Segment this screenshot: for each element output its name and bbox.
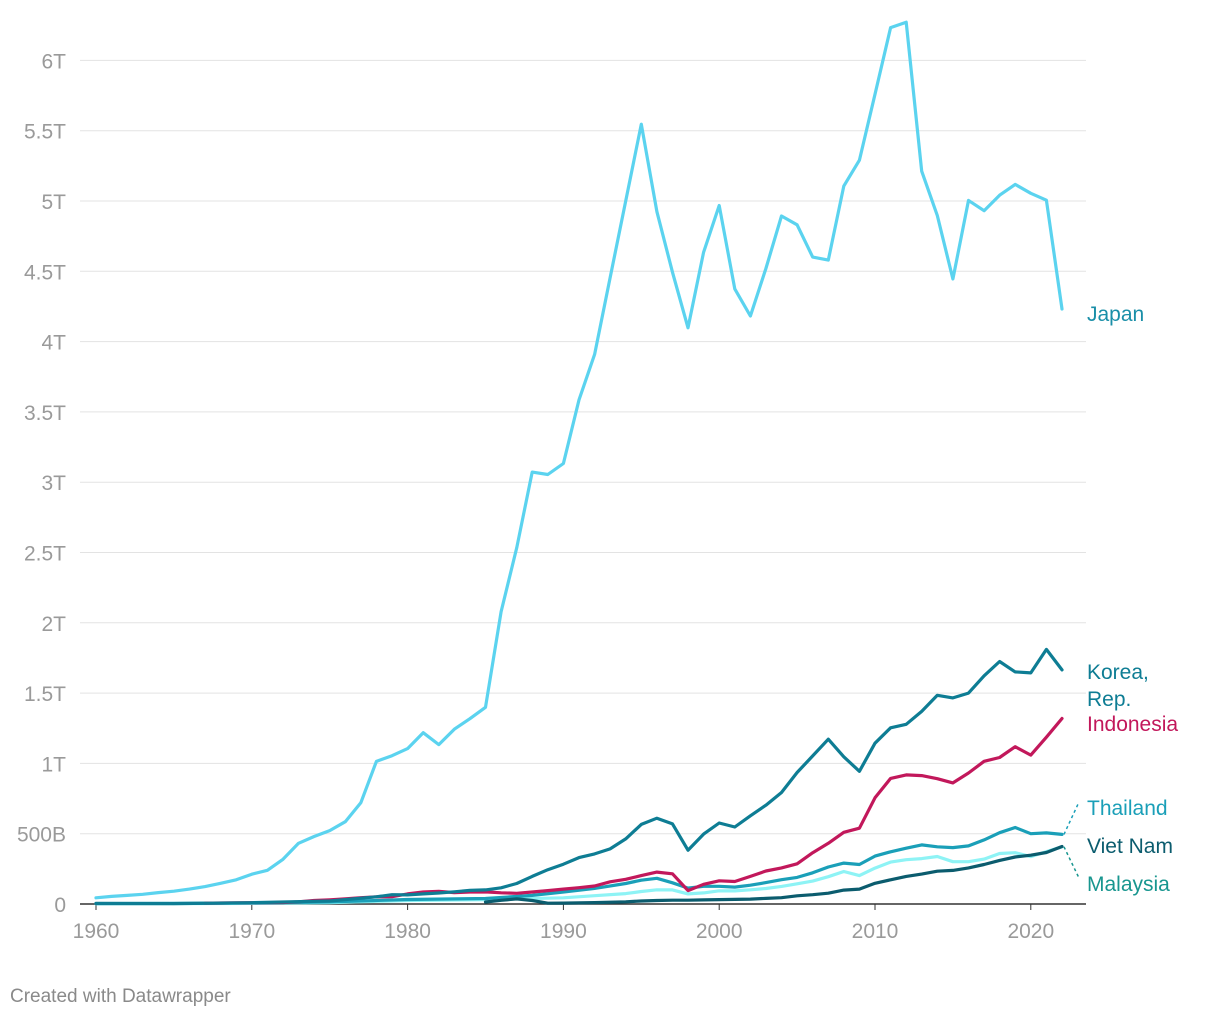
x-tick-label: 1990: [540, 920, 587, 943]
y-tick-label: 2.5T: [24, 543, 66, 566]
y-tick-label: 1.5T: [24, 683, 66, 706]
x-tick-label: 1960: [73, 920, 120, 943]
credit-text: Created with Datawrapper: [10, 986, 231, 1007]
label-connector-thailand: [1063, 801, 1080, 835]
y-tick-label: 5.5T: [24, 121, 66, 144]
series-label-malaysia: Malaysia: [1087, 873, 1170, 896]
x-tick-label: 2000: [696, 920, 743, 943]
series-line-japan: [94, 20, 1064, 900]
series-label-thailand: Thailand: [1087, 797, 1168, 820]
label-connector-malaysia: [1063, 846, 1080, 879]
series-line-viet-nam: [483, 844, 1064, 905]
series-label-japan: Japan: [1087, 303, 1144, 326]
x-tick-label: 1970: [228, 920, 275, 943]
y-tick-label: 6T: [41, 50, 66, 73]
y-tick-label: 0: [54, 894, 66, 917]
x-tick-label: 2010: [852, 920, 899, 943]
x-tick-label: 1980: [384, 920, 431, 943]
series-line-thailand: [94, 825, 1064, 906]
y-tick-label: 4T: [41, 332, 66, 355]
y-tick-label: 5T: [41, 191, 66, 214]
series-line-korea-rep: [94, 647, 1064, 906]
series-line-indonesia: [203, 716, 1064, 905]
y-tick-label: 500B: [17, 824, 66, 847]
y-tick-label: 3.5T: [24, 402, 66, 425]
y-tick-label: 3T: [41, 472, 66, 495]
series-line-malaysia: [94, 845, 1064, 906]
series-label-viet-nam: Viet Nam: [1087, 835, 1173, 858]
y-tick-label: 1T: [41, 753, 66, 776]
x-tick-label: 2020: [1007, 920, 1054, 943]
series-label-indonesia: Indonesia: [1087, 713, 1178, 736]
series-label-korea-rep: Korea, Rep.: [1087, 661, 1149, 711]
y-tick-label: 4.5T: [24, 261, 66, 284]
y-tick-label: 2T: [41, 613, 66, 636]
